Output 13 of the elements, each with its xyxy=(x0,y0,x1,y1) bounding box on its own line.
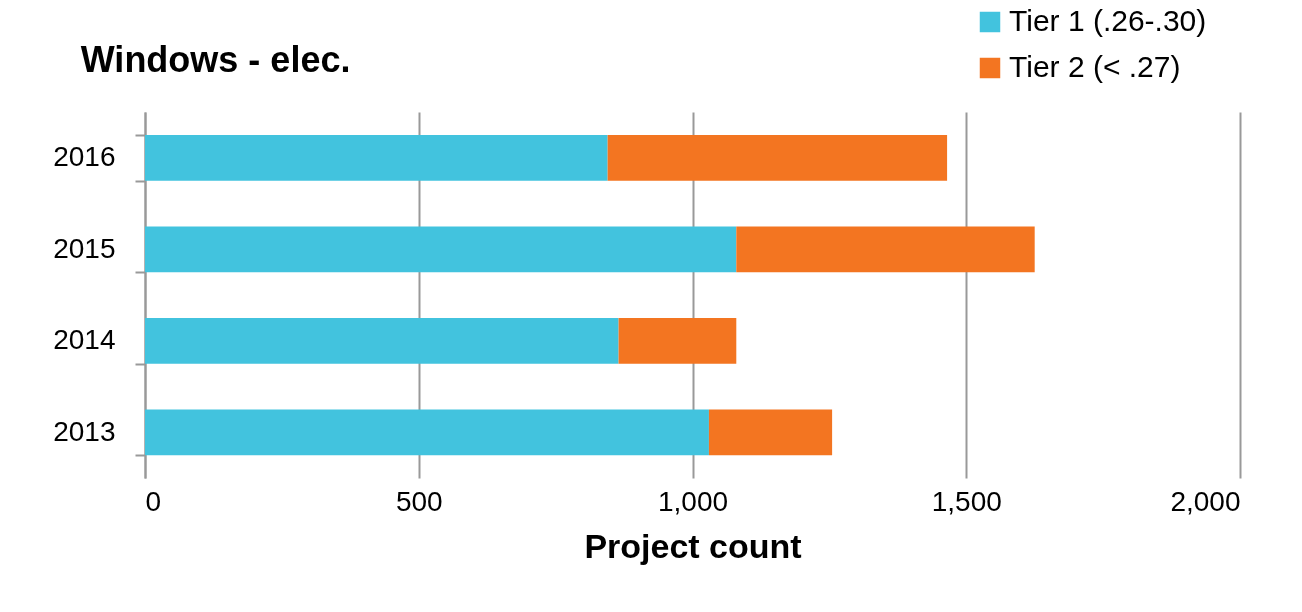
legend-label: Tier 1 (.26-.30) xyxy=(1009,4,1207,37)
x-tick-label: 2,000 xyxy=(1170,485,1241,517)
x-axis-title: Project count xyxy=(584,526,802,565)
y-tick-label: 2016 xyxy=(53,141,116,173)
x-tick-label: 1,000 xyxy=(657,485,729,517)
x-tick-label: 0 xyxy=(145,485,162,517)
x-tick-label: 500 xyxy=(395,485,443,517)
y-tick-label: 2014 xyxy=(53,324,116,356)
chart-title: Windows - elec. xyxy=(80,39,351,80)
y-tick-label: 2013 xyxy=(53,415,116,447)
legend-label: Tier 2 (< .27) xyxy=(1009,50,1181,83)
x-tick-label: 1,500 xyxy=(931,485,1002,517)
y-tick-label: 2015 xyxy=(53,232,116,264)
